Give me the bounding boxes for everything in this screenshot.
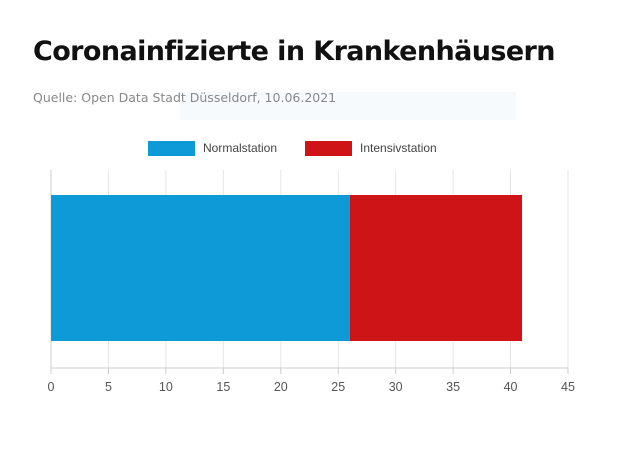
x-tick-label: 20 [274, 380, 288, 394]
x-tick-label: 45 [561, 380, 575, 394]
x-tick-label: 25 [331, 380, 345, 394]
chart-legend: Normalstation Intensivstation [0, 138, 640, 158]
bar-intensivstation [349, 195, 523, 341]
legend-item-intensivstation[interactable]: Intensivstation [305, 138, 437, 158]
x-tick-label: 5 [105, 380, 112, 394]
x-tick-label: 35 [446, 380, 460, 394]
legend-swatch-normalstation [148, 140, 195, 156]
legend-label-intensivstation: Intensivstation [360, 141, 437, 155]
x-tick-label: 30 [389, 380, 403, 394]
x-tick-label: 15 [216, 380, 230, 394]
chart-title: Coronainfizierte in Krankenhäusern [33, 36, 555, 67]
bar-normalstation [51, 195, 350, 341]
x-tick-label: 40 [504, 380, 518, 394]
chart-source: Quelle: Open Data Stadt Düsseldorf, 10.0… [33, 90, 337, 105]
legend-item-normalstation[interactable]: Normalstation [148, 138, 277, 158]
x-tick-label: 0 [48, 380, 55, 394]
legend-label-normalstation: Normalstation [203, 141, 278, 155]
x-tick-label: 10 [159, 380, 173, 394]
legend-swatch-intensivstation [305, 140, 352, 156]
watermark-overlay [180, 92, 516, 120]
